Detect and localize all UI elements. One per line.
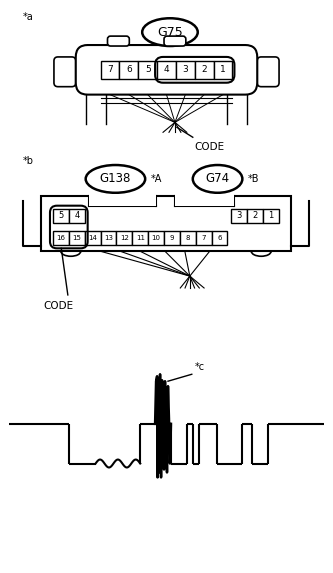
Text: G75: G75 bbox=[157, 26, 183, 38]
Text: 8: 8 bbox=[185, 236, 190, 241]
Bar bbox=[53, 209, 69, 222]
Text: *B: *B bbox=[247, 174, 259, 184]
Ellipse shape bbox=[142, 18, 198, 46]
Bar bbox=[101, 231, 117, 245]
Text: CODE: CODE bbox=[43, 301, 73, 311]
Bar bbox=[148, 231, 164, 245]
FancyBboxPatch shape bbox=[108, 36, 129, 46]
Text: *A: *A bbox=[151, 174, 163, 184]
Bar bbox=[195, 61, 213, 79]
Bar bbox=[176, 61, 195, 79]
Text: 3: 3 bbox=[182, 65, 188, 74]
FancyBboxPatch shape bbox=[54, 57, 76, 87]
Bar bbox=[69, 209, 85, 222]
FancyBboxPatch shape bbox=[164, 36, 186, 46]
Text: 2: 2 bbox=[201, 65, 207, 74]
Text: 16: 16 bbox=[56, 236, 65, 241]
Text: G138: G138 bbox=[100, 172, 131, 186]
Text: 14: 14 bbox=[88, 236, 97, 241]
Text: 15: 15 bbox=[72, 236, 81, 241]
FancyBboxPatch shape bbox=[257, 57, 279, 87]
Text: 11: 11 bbox=[136, 236, 145, 241]
Bar bbox=[175, 194, 234, 206]
Text: 6: 6 bbox=[217, 236, 222, 241]
Text: *c: *c bbox=[195, 362, 205, 372]
Ellipse shape bbox=[86, 165, 145, 193]
Bar bbox=[157, 61, 176, 79]
Text: 12: 12 bbox=[120, 236, 129, 241]
Bar bbox=[117, 231, 132, 245]
Bar bbox=[211, 231, 227, 245]
Bar bbox=[231, 209, 247, 222]
Text: CODE: CODE bbox=[195, 142, 225, 152]
Text: *b: *b bbox=[23, 156, 34, 166]
Text: 5: 5 bbox=[58, 211, 64, 220]
Bar bbox=[85, 231, 101, 245]
Text: 7: 7 bbox=[201, 236, 206, 241]
Text: 1: 1 bbox=[220, 65, 226, 74]
Text: 9: 9 bbox=[170, 236, 174, 241]
Bar bbox=[53, 231, 69, 245]
Bar bbox=[132, 231, 148, 245]
Bar bbox=[263, 209, 279, 222]
Bar bbox=[196, 231, 211, 245]
Text: G74: G74 bbox=[205, 172, 230, 186]
Bar bbox=[138, 61, 157, 79]
Bar bbox=[180, 231, 196, 245]
Text: 3: 3 bbox=[237, 211, 242, 220]
FancyBboxPatch shape bbox=[76, 45, 257, 95]
Text: 7: 7 bbox=[107, 65, 113, 74]
Bar bbox=[69, 231, 85, 245]
Bar bbox=[89, 194, 156, 206]
Text: 13: 13 bbox=[104, 236, 113, 241]
FancyBboxPatch shape bbox=[41, 196, 291, 252]
Bar bbox=[247, 209, 263, 222]
Text: 10: 10 bbox=[152, 236, 161, 241]
Text: 2: 2 bbox=[253, 211, 258, 220]
Text: 1: 1 bbox=[268, 211, 274, 220]
Text: *a: *a bbox=[23, 12, 34, 22]
Text: 6: 6 bbox=[126, 65, 132, 74]
Bar bbox=[213, 61, 232, 79]
Bar bbox=[120, 61, 138, 79]
Bar bbox=[164, 231, 180, 245]
Text: 5: 5 bbox=[145, 65, 151, 74]
Ellipse shape bbox=[193, 165, 242, 193]
Text: 4: 4 bbox=[74, 211, 79, 220]
Bar bbox=[101, 61, 120, 79]
Text: 4: 4 bbox=[164, 65, 169, 74]
